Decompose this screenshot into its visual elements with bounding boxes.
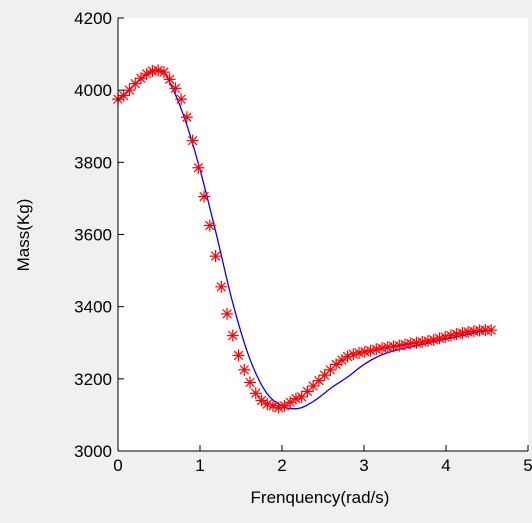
data-point-marker [221,307,234,320]
x-tick-label: 0 [113,456,122,475]
x-tick-label: 2 [277,456,286,475]
data-point-marker [444,329,457,342]
data-point-marker [485,324,498,337]
data-point-marker [123,84,136,97]
data-point-marker [175,93,188,106]
y-tick-label: 3800 [74,153,112,172]
y-tick-label: 3600 [74,226,112,245]
data-point-marker [238,363,251,376]
data-point-marker [330,358,343,371]
data-point-marker [358,345,371,358]
axis-layer: 0 1 2 3 4 5 3000 3200 3400 3600 3800 4000 4200 [74,9,532,475]
data-point-marker [284,396,297,409]
data-point-marker [272,401,285,414]
data-point-marker [295,390,308,403]
data-point-marker [341,350,354,363]
data-point-marker [192,161,205,174]
data-point-marker [244,376,257,389]
y-tick-label: 3000 [74,442,112,461]
data-point-marker [215,280,228,293]
data-point-marker [226,329,239,342]
marker-layer [112,64,498,414]
plot-area [118,18,528,451]
data-point-marker [169,82,182,95]
x-axis-label: Frenquency(rad/s) [251,488,390,507]
data-point-marker [209,250,222,263]
y-tick-label: 4200 [74,9,112,28]
data-point-marker [203,219,216,232]
data-point-marker [198,190,211,203]
data-point-marker [232,349,245,362]
y-tick-label: 3200 [74,370,112,389]
y-tick-label: 4000 [74,81,112,100]
x-tick-label: 3 [359,456,368,475]
data-point-marker [335,354,348,367]
data-point-marker [140,67,153,80]
data-point-marker [157,66,170,79]
data-point-marker [370,343,383,356]
data-point-marker [180,111,193,124]
x-tick-label: 4 [441,456,450,475]
data-point-marker [249,387,262,400]
data-point-marker [163,73,176,86]
data-point-marker [376,342,389,355]
y-axis-label: Mass(Kg) [14,199,33,272]
x-tick-label: 1 [195,456,204,475]
x-tick-label: 5 [523,456,532,475]
data-point-marker [186,134,199,147]
data-point-marker [289,392,302,405]
y-tick-label: 3400 [74,298,112,317]
